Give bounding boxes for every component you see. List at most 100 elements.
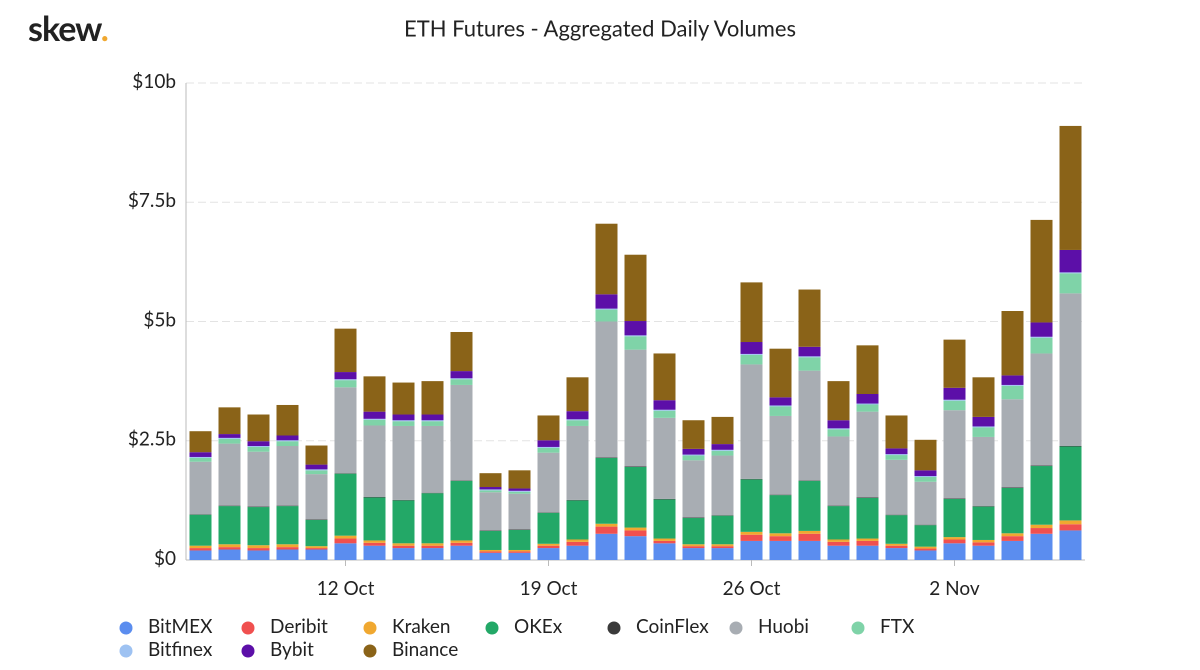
legend-label[interactable]: Binance xyxy=(392,638,458,661)
bar-segment xyxy=(479,473,502,488)
legend-marker xyxy=(241,644,255,658)
bar-segment xyxy=(392,382,415,415)
bar-segment xyxy=(305,445,328,465)
bar-segment xyxy=(595,223,618,295)
bar-segment xyxy=(740,354,763,365)
bar-segment xyxy=(334,473,357,536)
bar-segment xyxy=(305,474,328,520)
bar-segment xyxy=(1030,466,1053,525)
bar-segment xyxy=(189,452,212,457)
bar-segment xyxy=(421,493,444,544)
bar-segment xyxy=(595,294,618,309)
bar-segment xyxy=(479,549,502,552)
bar-segment xyxy=(479,492,502,531)
bar-segment xyxy=(276,549,299,560)
bar-segment xyxy=(972,506,995,540)
bar-segment xyxy=(1059,293,1082,446)
bar-segment xyxy=(624,335,647,337)
legend-label[interactable]: FTX xyxy=(880,615,915,638)
bar-segment xyxy=(421,425,444,493)
bar-segment xyxy=(450,545,473,560)
bar-segment xyxy=(334,380,357,388)
y-tick-label: $5b xyxy=(143,308,176,331)
bar-segment xyxy=(247,414,270,442)
bar-segment xyxy=(653,353,676,401)
bar-segment xyxy=(566,419,589,421)
bar-segment xyxy=(421,543,444,546)
bar-segment xyxy=(624,527,647,531)
bar-segment xyxy=(972,427,995,437)
bar-segment xyxy=(305,549,328,560)
bar-segment xyxy=(769,348,792,398)
legend-label[interactable]: Huobi xyxy=(758,615,809,638)
bar-segment xyxy=(1059,530,1082,560)
bar-segment xyxy=(276,544,299,548)
bar-segment xyxy=(943,410,966,499)
legend-marker xyxy=(119,621,133,635)
legend-label[interactable]: Kraken xyxy=(392,615,451,638)
bar-segment xyxy=(508,552,531,560)
bar-segment xyxy=(885,543,908,546)
bar-segment xyxy=(421,548,444,560)
bar-segment xyxy=(885,548,908,560)
x-tick-label: 2 Nov xyxy=(929,577,980,600)
bar-segment xyxy=(363,376,386,412)
bar-segment xyxy=(798,530,821,534)
bar-segment xyxy=(247,548,270,551)
bar-segment xyxy=(1030,322,1053,337)
bar-segment xyxy=(798,370,821,481)
bar-segment xyxy=(508,488,531,491)
bar-segment xyxy=(218,443,241,506)
legend-marker xyxy=(241,621,255,635)
bar-segment xyxy=(1030,219,1053,323)
bar-segment xyxy=(537,446,560,448)
bar-segment xyxy=(769,406,792,416)
bar-segment xyxy=(972,377,995,417)
bar-segment xyxy=(450,331,473,372)
bar-segment xyxy=(682,548,705,560)
bar-segment xyxy=(450,371,473,379)
legend-label[interactable]: Bybit xyxy=(270,638,314,661)
bar-segment xyxy=(363,425,386,498)
bar-segment xyxy=(334,387,357,474)
bar-segment xyxy=(682,420,705,449)
bar-segment xyxy=(624,349,647,467)
bar-segment xyxy=(1001,311,1024,376)
bar-segment xyxy=(537,548,560,560)
bar-segment xyxy=(856,497,879,539)
bar-segment xyxy=(943,400,966,411)
bar-segment xyxy=(711,546,734,549)
bar-segment xyxy=(827,429,850,437)
bar-segment xyxy=(363,542,386,546)
bar-segment xyxy=(943,539,966,544)
bar-segment xyxy=(479,530,502,550)
legend-marker xyxy=(851,621,865,635)
bar-segment xyxy=(537,447,560,453)
bar-segment xyxy=(566,377,589,412)
bar-segment xyxy=(450,542,473,546)
legend-marker xyxy=(363,644,377,658)
bar-segment xyxy=(827,436,850,506)
bar-segment xyxy=(769,540,792,560)
bar-segment xyxy=(392,543,415,546)
bar-segment xyxy=(885,459,908,515)
bar-segment xyxy=(682,448,705,455)
bar-segment xyxy=(305,469,328,471)
legend-label[interactable]: Deribit xyxy=(270,615,328,638)
x-tick-label: 19 Oct xyxy=(520,577,578,600)
legend-label[interactable]: BitMEX xyxy=(148,615,213,638)
legend-label[interactable]: Bitfinex xyxy=(148,638,213,661)
bar-segment xyxy=(1001,487,1024,534)
bar-segment xyxy=(711,444,734,450)
bar-segment xyxy=(943,387,966,400)
bar-segment xyxy=(624,536,647,560)
bar-segment xyxy=(914,525,937,547)
bar-segment xyxy=(943,543,966,560)
bar-segment xyxy=(1001,536,1024,541)
bar-segment xyxy=(624,466,647,528)
legend-label[interactable]: CoinFlex xyxy=(636,615,709,638)
legend-label[interactable]: OKEx xyxy=(514,615,563,638)
bar-segment xyxy=(682,455,705,461)
bar-segment xyxy=(1001,375,1024,385)
bar-segment xyxy=(276,440,299,442)
